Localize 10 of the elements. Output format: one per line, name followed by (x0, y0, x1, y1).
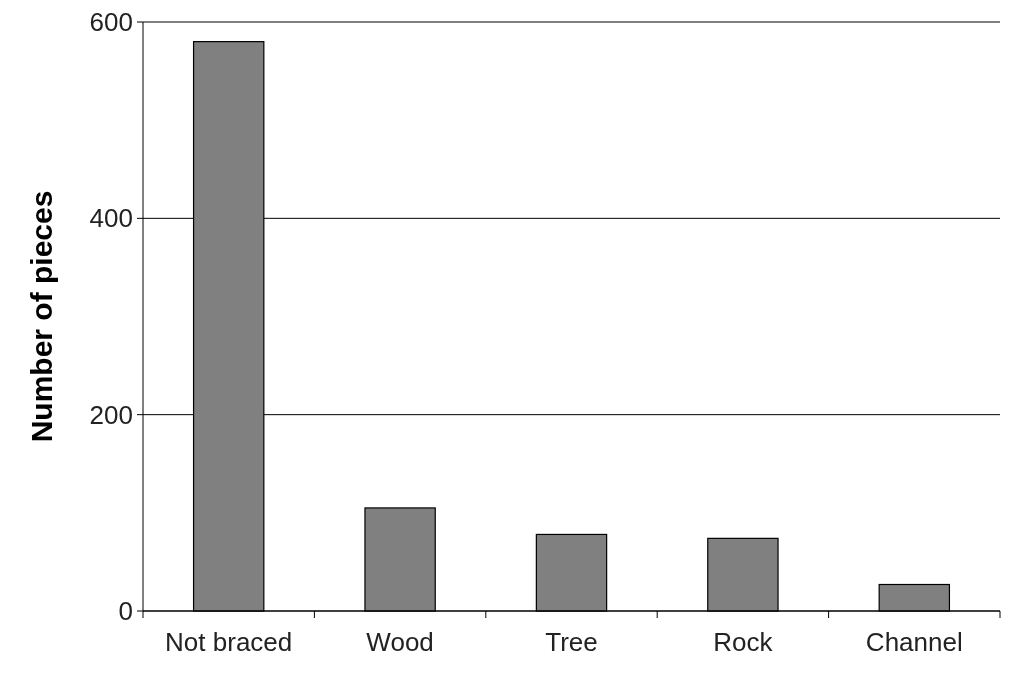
x-tick-label: Channel (865, 627, 963, 657)
x-tick-label: Tree (545, 627, 598, 657)
y-tick-label: 0 (118, 596, 133, 627)
x-tick-label: Wood (366, 627, 434, 657)
y-tick-label: 400 (89, 203, 133, 234)
x-tick-label: Not braced (165, 627, 293, 657)
y-tick-label: 600 (89, 7, 133, 38)
y-axis-title: Number of pieces (25, 190, 58, 443)
x-tick-label: Rock (713, 627, 774, 657)
y-tick-label: 200 (89, 399, 133, 430)
